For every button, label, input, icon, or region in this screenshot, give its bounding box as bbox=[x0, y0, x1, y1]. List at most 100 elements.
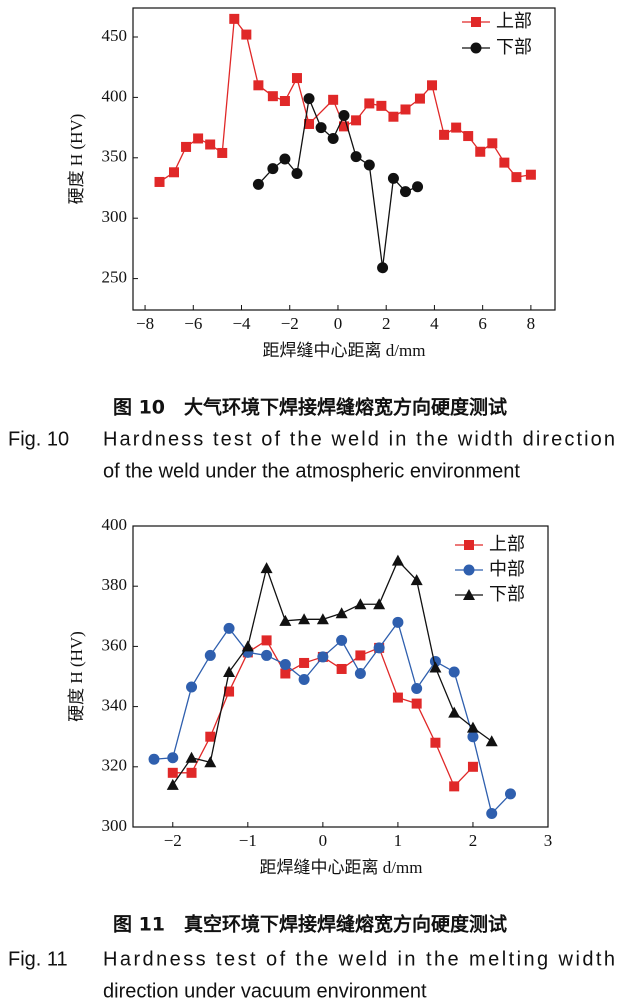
x-tick-label: −2 bbox=[164, 831, 182, 850]
plot-frame bbox=[132, 525, 549, 828]
legend-marker bbox=[463, 589, 475, 600]
x-tick-label: 0 bbox=[334, 314, 343, 333]
x-tick-label: −8 bbox=[136, 314, 154, 333]
marker bbox=[185, 751, 198, 763]
marker bbox=[400, 104, 411, 115]
marker bbox=[181, 141, 192, 152]
x-tick-label: 1 bbox=[394, 831, 403, 850]
marker bbox=[279, 153, 291, 165]
marker bbox=[339, 121, 349, 132]
marker bbox=[392, 616, 404, 628]
y-tick-label: 340 bbox=[102, 696, 128, 715]
marker bbox=[327, 132, 339, 144]
marker bbox=[279, 658, 291, 670]
caption-en: Hardness test of the weld in the melting… bbox=[103, 948, 615, 970]
legend-label: 上部 bbox=[496, 11, 532, 31]
marker bbox=[291, 167, 303, 179]
marker bbox=[487, 138, 498, 149]
marker bbox=[338, 110, 350, 122]
marker bbox=[316, 613, 329, 625]
x-tick-label: 8 bbox=[527, 314, 536, 333]
marker bbox=[363, 159, 375, 171]
y-tick-label: 450 bbox=[102, 26, 128, 45]
y-tick-label: 300 bbox=[102, 207, 128, 226]
marker bbox=[166, 778, 179, 790]
marker bbox=[475, 146, 486, 157]
marker bbox=[439, 129, 450, 140]
marker bbox=[373, 642, 385, 654]
marker bbox=[205, 139, 216, 150]
x-tick-label: 6 bbox=[478, 314, 487, 333]
marker bbox=[336, 663, 347, 674]
marker bbox=[504, 788, 516, 800]
x-axis-label: 距焊缝中心距离 d/mm bbox=[260, 858, 423, 877]
y-tick-label: 380 bbox=[102, 575, 128, 594]
marker bbox=[463, 131, 474, 142]
marker bbox=[427, 80, 438, 91]
legend-label: 下部 bbox=[496, 37, 532, 57]
marker bbox=[511, 172, 522, 183]
marker bbox=[335, 607, 348, 619]
marker bbox=[499, 157, 510, 168]
caption-en-label: Fig. 11 bbox=[8, 948, 68, 970]
y-tick-label: 400 bbox=[102, 515, 128, 534]
marker bbox=[167, 752, 179, 764]
marker bbox=[411, 683, 423, 695]
marker bbox=[279, 96, 290, 107]
marker bbox=[241, 29, 252, 40]
caption-en: direction under vacuum environment bbox=[103, 980, 427, 1002]
marker bbox=[399, 186, 411, 198]
marker bbox=[354, 667, 366, 679]
marker bbox=[291, 73, 302, 84]
marker bbox=[448, 706, 461, 718]
marker bbox=[391, 554, 404, 566]
caption-en: Hardness test of the weld in the width d… bbox=[103, 428, 615, 450]
marker bbox=[485, 735, 498, 747]
y-tick-label: 250 bbox=[102, 267, 128, 286]
marker bbox=[429, 661, 442, 673]
marker bbox=[241, 640, 254, 652]
marker bbox=[168, 167, 179, 178]
y-axis-label: 硬度 H (HV) bbox=[67, 631, 86, 722]
marker bbox=[261, 649, 273, 661]
marker bbox=[154, 176, 165, 187]
x-tick-label: −2 bbox=[281, 314, 299, 333]
marker bbox=[388, 111, 399, 122]
plot-frame bbox=[132, 7, 556, 311]
marker bbox=[410, 574, 423, 586]
marker bbox=[298, 613, 311, 625]
marker bbox=[217, 147, 228, 158]
marker bbox=[252, 178, 264, 190]
marker bbox=[525, 169, 536, 180]
marker bbox=[448, 666, 460, 678]
marker bbox=[299, 657, 310, 668]
x-tick-label: 0 bbox=[319, 831, 328, 850]
x-tick-label: −1 bbox=[239, 831, 257, 850]
marker bbox=[412, 181, 424, 193]
legend-marker bbox=[470, 42, 482, 54]
marker bbox=[354, 598, 367, 610]
x-tick-label: 2 bbox=[469, 831, 478, 850]
marker bbox=[280, 668, 291, 679]
marker bbox=[303, 93, 315, 105]
x-tick-label: 2 bbox=[382, 314, 391, 333]
marker bbox=[304, 118, 315, 129]
legend-label: 中部 bbox=[489, 559, 525, 579]
x-tick-label: −6 bbox=[184, 314, 202, 333]
marker bbox=[373, 598, 386, 610]
marker bbox=[486, 807, 498, 819]
marker bbox=[355, 650, 366, 661]
marker bbox=[267, 91, 278, 102]
marker bbox=[223, 622, 235, 634]
legend-marker bbox=[471, 17, 481, 27]
marker bbox=[224, 686, 235, 697]
x-tick-label: 3 bbox=[544, 831, 553, 850]
series-line bbox=[172, 559, 493, 786]
marker bbox=[414, 93, 425, 104]
y-tick-label: 320 bbox=[102, 756, 128, 775]
marker bbox=[429, 655, 441, 667]
marker bbox=[148, 753, 160, 765]
marker bbox=[204, 756, 217, 768]
marker bbox=[467, 731, 479, 743]
